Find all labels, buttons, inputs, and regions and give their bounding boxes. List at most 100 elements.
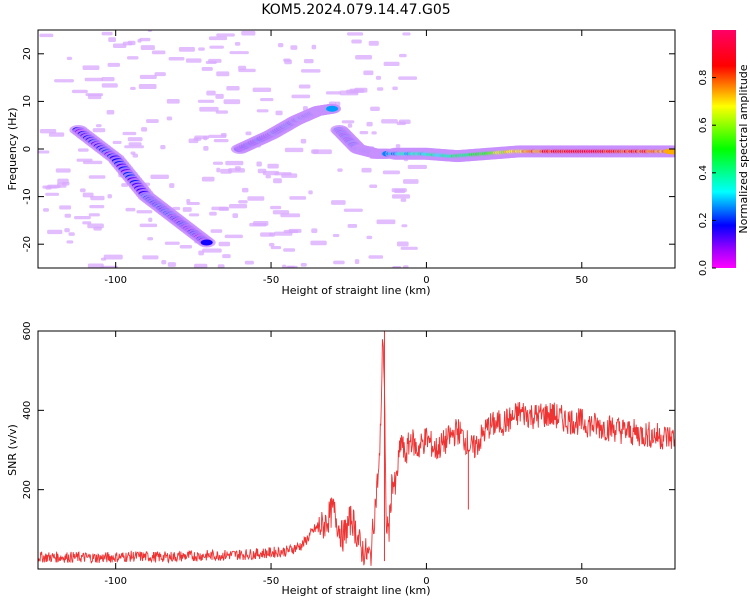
spectrogram-speckle xyxy=(45,185,52,190)
spectrogram-speckle xyxy=(403,265,409,268)
spectrogram-speckle xyxy=(130,86,136,90)
spectrogram-speckle xyxy=(108,37,116,43)
spectrogram-speckle xyxy=(168,56,185,61)
spectrogram-speckle xyxy=(59,205,72,210)
spectrogram-speckle xyxy=(146,119,159,124)
spectrogram-speckle xyxy=(370,106,380,112)
snr-y-tick-label: 400 xyxy=(22,401,33,420)
colorbar-tick-label: 0.0 xyxy=(698,260,709,276)
spectrogram-speckle xyxy=(400,246,418,250)
spectrogram-x-tick-label: 50 xyxy=(575,275,588,286)
spectrogram-speckle xyxy=(139,37,151,42)
spectrogram-speckle xyxy=(185,58,202,63)
spectrogram-speckle xyxy=(216,33,235,37)
spectrogram-speckle xyxy=(55,168,71,173)
spectrogram-speckle xyxy=(265,175,271,179)
spectrogram-speckle xyxy=(167,262,176,267)
spectrogram-speckle xyxy=(289,196,307,200)
spectrogram-speckle xyxy=(211,206,228,211)
colorbar-tick-label: 0.2 xyxy=(698,212,709,228)
spectrogram-speckle xyxy=(396,241,409,247)
spectrogram-speckle xyxy=(57,178,69,184)
spectrogram-speckle xyxy=(398,76,418,80)
spectrogram-speckle xyxy=(260,97,274,102)
spectrogram-speckle xyxy=(194,263,208,268)
spectrogram-speckle xyxy=(369,184,378,189)
spectrogram-speckle xyxy=(311,228,318,234)
spectrogram-speckle xyxy=(208,134,227,139)
spectrogram-speckle xyxy=(147,237,154,241)
spectrogram-speckle xyxy=(355,54,373,60)
spectrogram-speckle xyxy=(347,123,353,128)
spectrogram-y-tick-label: 0 xyxy=(22,146,33,152)
spectrogram-speckle xyxy=(303,58,314,64)
spectrogram-speckle xyxy=(71,89,88,94)
spectrogram-speckle xyxy=(212,161,224,165)
spectrogram-speckle xyxy=(161,259,167,265)
spectrogram-speckle xyxy=(164,241,180,245)
spectrogram-x-label: Height of straight line (km) xyxy=(281,284,430,297)
spectrogram-speckle xyxy=(256,109,269,113)
spectrogram-speckle xyxy=(241,30,256,36)
colorbar-ticks: 0.0 0.2 0.4 0.6 0.8 xyxy=(698,70,716,276)
spectrogram-speckle xyxy=(229,51,249,55)
spectrogram-speckle xyxy=(377,87,384,91)
spectrogram-speckle xyxy=(148,217,153,222)
spectrogram-speckle xyxy=(90,195,105,201)
spectrogram-speckle xyxy=(402,32,411,36)
spectrogram-speckle xyxy=(205,60,217,65)
spectrogram-speckle xyxy=(43,208,49,212)
spectrogram-speckle xyxy=(125,207,136,212)
spectrogram-speckle xyxy=(216,167,221,173)
spectrogram-speckle xyxy=(228,168,245,173)
spectrogram-speckle xyxy=(77,148,89,152)
spectrogram-speckle xyxy=(347,32,364,36)
spectrogram-speckle xyxy=(398,119,411,124)
spectrogram-speckle xyxy=(186,202,200,206)
spectrogram-speckle xyxy=(89,205,105,209)
spectrogram-speckle xyxy=(203,145,209,151)
spectrogram-speckle xyxy=(256,161,262,167)
spectrogram-speckle xyxy=(300,138,307,144)
snr-x-tick-label: -50 xyxy=(263,576,279,587)
snr-marks xyxy=(38,331,675,566)
spectrogram-core xyxy=(326,105,339,112)
spectrogram-speckle xyxy=(126,56,139,60)
spectrogram-speckle xyxy=(101,31,113,36)
spectrogram-speckle xyxy=(220,168,232,174)
spectrogram-speckle xyxy=(203,135,208,141)
spectrogram-speckle xyxy=(238,200,248,204)
spectrogram-speckle xyxy=(283,58,291,62)
spectrogram-speckle xyxy=(290,45,298,50)
spectrogram-speckle xyxy=(169,183,175,189)
spectrogram-speckle xyxy=(154,72,166,77)
snr-x-tick-label: -100 xyxy=(104,576,127,587)
spectrogram-speckle xyxy=(68,232,75,236)
colorbar-label: Normalized spectral amplitude xyxy=(737,64,750,233)
spectrogram-speckle xyxy=(253,220,269,226)
spectrogram-speckle xyxy=(215,93,224,99)
spectrogram-speckle xyxy=(274,172,292,176)
spectrogram-speckle xyxy=(310,240,327,246)
spectrogram-speckle xyxy=(198,250,204,256)
spectrogram-speckle xyxy=(371,131,377,135)
colorbar-tick-label: 0.8 xyxy=(698,70,709,86)
spectrogram-speckle xyxy=(87,263,104,268)
spectrogram-speckle xyxy=(112,140,122,144)
spectrogram-speckle xyxy=(201,66,213,71)
spectrogram-speckle xyxy=(208,36,228,41)
spectrogram-speckle xyxy=(223,99,241,105)
spectrogram-speckle xyxy=(267,163,279,169)
spectrogram-speckle xyxy=(150,174,169,179)
spectrogram-speckle xyxy=(106,109,115,115)
spectrogram-speckle xyxy=(48,132,65,137)
colorbar: 0.0 0.2 0.4 0.6 0.8 Normalized spectral ampl… xyxy=(698,30,750,276)
spectrogram-speckle xyxy=(270,205,282,210)
spectrogram-x-tick-label: 0 xyxy=(423,275,429,286)
spectrogram-speckle xyxy=(218,241,231,247)
spectrogram-speckle xyxy=(100,257,107,261)
spectrogram-speckle xyxy=(92,128,106,133)
spectrogram-speckle xyxy=(130,151,136,155)
spectrogram-speckle xyxy=(39,129,57,134)
spectrogram-speckle xyxy=(273,231,293,236)
